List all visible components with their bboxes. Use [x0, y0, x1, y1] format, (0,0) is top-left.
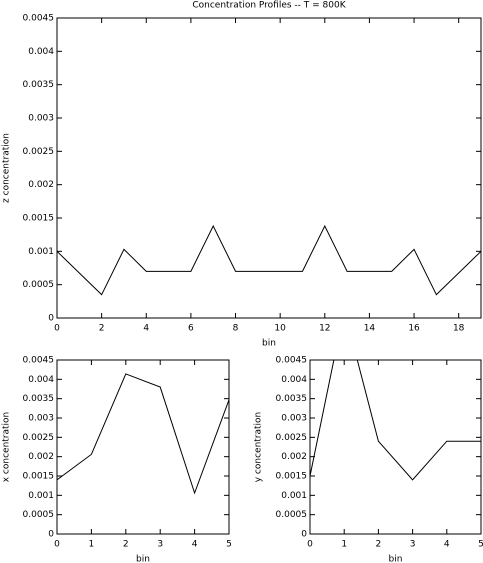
x-tick-label: 4 — [143, 324, 149, 334]
y-tick-label: 0.003 — [28, 114, 54, 124]
y-tick-label: 0.0025 — [23, 147, 55, 157]
x-tick-label: 8 — [233, 324, 239, 334]
x-tick-label: 1 — [89, 540, 95, 550]
y-tick-label: 0.0035 — [276, 394, 308, 404]
plot-frame — [56, 17, 482, 319]
y-tick-label: 0.004 — [28, 47, 54, 57]
y-tick-label: 0.0025 — [23, 433, 55, 443]
y-tick-label: 0.0005 — [23, 280, 55, 290]
x-tick-label: 2 — [99, 324, 105, 334]
x-tick-label: 3 — [157, 540, 163, 550]
x-tick-label: 10 — [274, 324, 286, 334]
x-tick-label: 0 — [54, 540, 60, 550]
x-tick-label: 18 — [453, 324, 465, 334]
x-tick-label: 6 — [188, 324, 194, 334]
x-tick-label: 14 — [364, 324, 376, 334]
y-tick-label: 0.002 — [28, 452, 54, 462]
chart-title: Concentration Profiles -- T = 800K — [192, 1, 346, 11]
y-tick-label: 0.0015 — [276, 472, 308, 482]
y-tick-label: 0.0025 — [276, 433, 308, 443]
x-tick-label: 0 — [307, 540, 313, 550]
x-tick-label: 12 — [319, 324, 330, 334]
y-axis-label: x concentration — [2, 412, 12, 483]
y-tick-label: 0.001 — [281, 491, 307, 501]
data-line — [57, 373, 229, 495]
y-tick-label: 0.003 — [281, 414, 307, 424]
y-tick-label: 0.0035 — [23, 394, 55, 404]
y-tick-label: 0.0005 — [276, 510, 308, 520]
x-axis-label: bin — [389, 555, 403, 563]
x-tick-label: 5 — [478, 540, 483, 550]
y-tick-label: 0.0035 — [23, 80, 55, 90]
data-line — [57, 224, 481, 296]
y-tick-label: 0.0045 — [23, 14, 55, 24]
x-tick-label: 1 — [341, 540, 347, 550]
x-tick-label: 4 — [192, 540, 198, 550]
y-axis-label: z concentration — [2, 133, 12, 203]
y-tick-label: 0.004 — [281, 375, 307, 385]
y-tick-label: 0 — [301, 530, 307, 540]
y-tick-label: 0.002 — [28, 180, 54, 190]
y-tick-label: 0.001 — [28, 491, 54, 501]
y-tick-label: 0 — [48, 530, 54, 540]
x-tick-label: 5 — [226, 540, 232, 550]
y-tick-label: 0.0005 — [23, 510, 55, 520]
x-tick-label: 16 — [408, 324, 420, 334]
y-tick-label: 0.0015 — [23, 214, 55, 224]
y-tick-label: 0.001 — [28, 247, 54, 257]
x-tick-label: 3 — [410, 540, 416, 550]
x-tick-label: 4 — [444, 540, 450, 550]
y-tick-label: 0.0045 — [276, 356, 308, 366]
x-tick-label: 2 — [123, 540, 129, 550]
y-axis-label: y concentration — [254, 412, 264, 483]
y-tick-label: 0.0015 — [23, 472, 55, 482]
data-line — [310, 360, 481, 481]
y-tick-label: 0.003 — [28, 414, 54, 424]
x-tick-label: 2 — [376, 540, 382, 550]
x-axis-label: bin — [136, 555, 150, 563]
plot-frame — [56, 359, 230, 535]
y-tick-label: 0.004 — [28, 375, 54, 385]
plot-frame — [309, 359, 482, 535]
y-tick-label: 0.002 — [281, 452, 307, 462]
x-tick-label: 0 — [54, 324, 60, 334]
y-tick-label: 0.0045 — [23, 356, 55, 366]
y-tick-label: 0 — [48, 314, 54, 324]
x-axis-label: bin — [262, 339, 276, 349]
